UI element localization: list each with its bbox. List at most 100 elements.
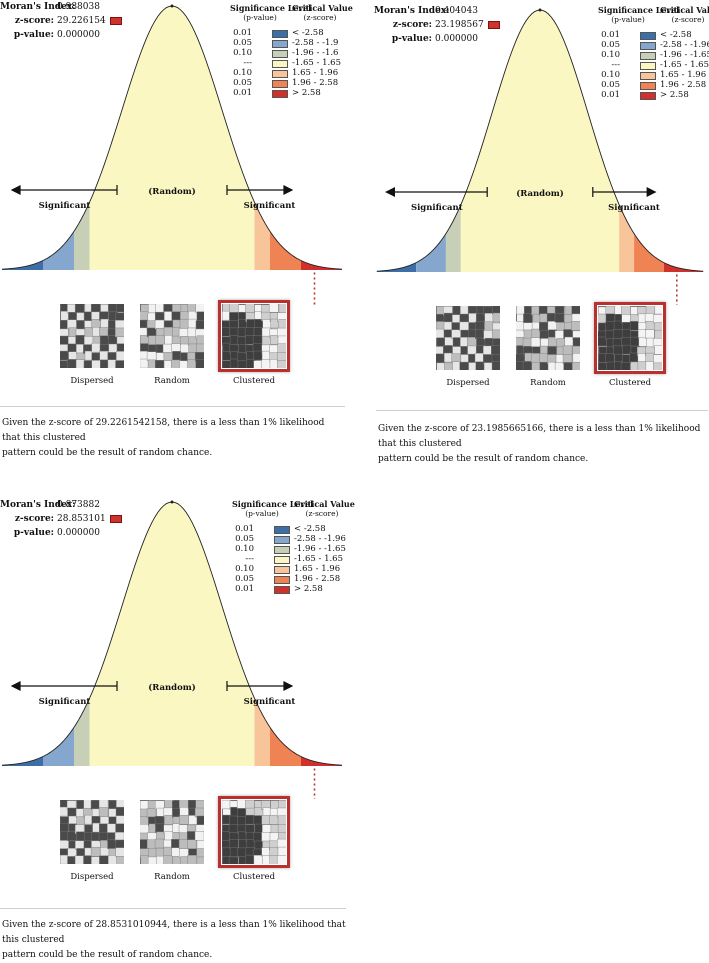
legend-swatch [640, 32, 656, 40]
significant-right-label: Significant [608, 203, 660, 213]
divider [0, 908, 346, 909]
dispersed-map [60, 304, 124, 368]
legend-swatch [640, 62, 656, 70]
random-label: (Random) [516, 188, 564, 199]
curve-band-6 [301, 756, 342, 766]
curve-band-4 [619, 204, 635, 272]
normal-curve: (Random) Significant Significant [1, 500, 343, 799]
zscore-value: 28.853101 [57, 514, 106, 524]
curve-band-4 [254, 202, 270, 270]
legend-swatch [272, 40, 288, 48]
caption-line: pattern could be the result of random ch… [2, 950, 213, 960]
curve-band-0 [376, 262, 417, 272]
legend-range: 1.96 - 2.58 [294, 574, 341, 584]
significant-right-label: Significant [244, 201, 296, 211]
stats-block: Moran's Index:0.404043 z-score: 23.198567… [374, 4, 500, 46]
legend-range: -1.65 - 1.65 [292, 58, 341, 68]
curve-band-3 [460, 10, 620, 272]
legend-swatch [272, 70, 288, 78]
divider [376, 410, 708, 411]
zscore-label: z-score: [14, 16, 54, 26]
legend-swatch [272, 90, 288, 98]
zscore-marker-icon [109, 16, 122, 25]
legend-swatch [640, 82, 656, 90]
significance-level-header: Significance Level (p-value) [230, 3, 312, 23]
significance-legend: Significance Level(p-value)Critical Valu… [230, 3, 353, 104]
pvalue-value: 0.000000 [435, 34, 478, 44]
curve-band-1 [416, 233, 446, 272]
divider [0, 406, 345, 407]
legend-swatch [274, 556, 290, 564]
report-panel: (Random) Significant Significant Moran's I… [0, 0, 353, 460]
morans-index-value: 0.988038 [57, 2, 100, 12]
legend-level: 0.10 [235, 564, 254, 574]
clustered-highlight-frame [218, 300, 290, 372]
legend-level: 0.10 [233, 48, 252, 58]
significance-arrows [10, 681, 294, 691]
zscore-label: z-score: [14, 514, 54, 524]
zscore-value: 23.198567 [435, 20, 484, 30]
result-caption: Given the z-score of 23.1985665166, ther… [378, 422, 709, 467]
legend-level: 0.05 [601, 40, 620, 50]
legend-range: 1.65 - 1.96 [294, 564, 341, 574]
pattern-maps: Dispersed Random Clustered [436, 302, 709, 388]
dispersed-label: Dispersed [70, 376, 114, 386]
normal-curve: (Random) Significant Significant [376, 8, 704, 305]
dispersed-map [60, 800, 124, 864]
morans-index-label: Moran's Index: [0, 2, 76, 12]
curve-band-6 [663, 262, 704, 272]
legend-level: 0.05 [601, 80, 620, 90]
clustered-label: Clustered [232, 872, 276, 882]
dispersed-label: Dispersed [446, 378, 490, 388]
critical-value-header: Critical Value(z-score) [660, 5, 709, 25]
legend-level: 0.10 [233, 68, 252, 78]
curve-band-5 [634, 233, 664, 272]
curve-peak-dot [170, 4, 174, 8]
random-map [140, 304, 204, 368]
legend-range: -1.65 - 1.65 [294, 554, 343, 564]
significant-left-label: Significant [411, 203, 463, 213]
pvalue-label: p-value: [13, 30, 54, 40]
significant-left-label: Significant [39, 697, 91, 707]
legend-level: 0.10 [601, 50, 620, 60]
legend-level: 0.01 [233, 28, 252, 38]
legend-range: < -2.58 [294, 524, 326, 534]
significance-arrows [385, 187, 657, 197]
legend-range: 1.65 - 1.96 [292, 68, 339, 78]
legend-level: 0.10 [601, 70, 620, 80]
legend-range: 1.96 - 2.58 [660, 80, 707, 90]
dispersed-label: Dispersed [70, 872, 114, 882]
legend-swatch [274, 586, 290, 594]
significance-legend: Significance Level(p-value)Critical Valu… [598, 6, 709, 106]
normal-curve: (Random) Significant Significant [1, 4, 343, 305]
clustered-map [222, 800, 286, 864]
random-label: Random [154, 872, 190, 882]
curve-band-2 [445, 204, 461, 272]
clustered-map [598, 306, 662, 370]
result-caption: Given the z-score of 28.8531010944, ther… [2, 918, 350, 963]
legend-range: > 2.58 [294, 584, 323, 594]
dispersed-map [436, 306, 500, 370]
legend-range: -1.65 - 1.65 [660, 60, 709, 70]
legend-swatch [272, 50, 288, 58]
clustered-label: Clustered [608, 378, 652, 388]
pattern-maps: Dispersed Random Clustered [60, 796, 350, 882]
curve-band-6 [301, 260, 342, 270]
curve-band-0 [2, 260, 43, 270]
legend-swatch [274, 566, 290, 574]
legend-level: 0.01 [601, 30, 620, 40]
morans-index-label: Moran's Index: [374, 6, 450, 16]
legend-level: 0.05 [233, 38, 252, 48]
random-map [140, 800, 204, 864]
legend-swatch [272, 80, 288, 88]
curve-band-3 [89, 6, 255, 270]
zscore-value: 29.226154 [57, 16, 106, 26]
critical-value-header: Critical Value(z-score) [294, 499, 355, 519]
legend-swatch [274, 536, 290, 544]
legend-swatch [640, 52, 656, 60]
legend-swatch [640, 42, 656, 50]
report-panel: (Random) Significant Significant Moran's I… [0, 494, 355, 960]
stats-block: Moran's Index:0.988038 z-score: 29.226154… [0, 0, 122, 42]
random-label: (Random) [148, 186, 196, 197]
random-label: Random [154, 376, 190, 386]
